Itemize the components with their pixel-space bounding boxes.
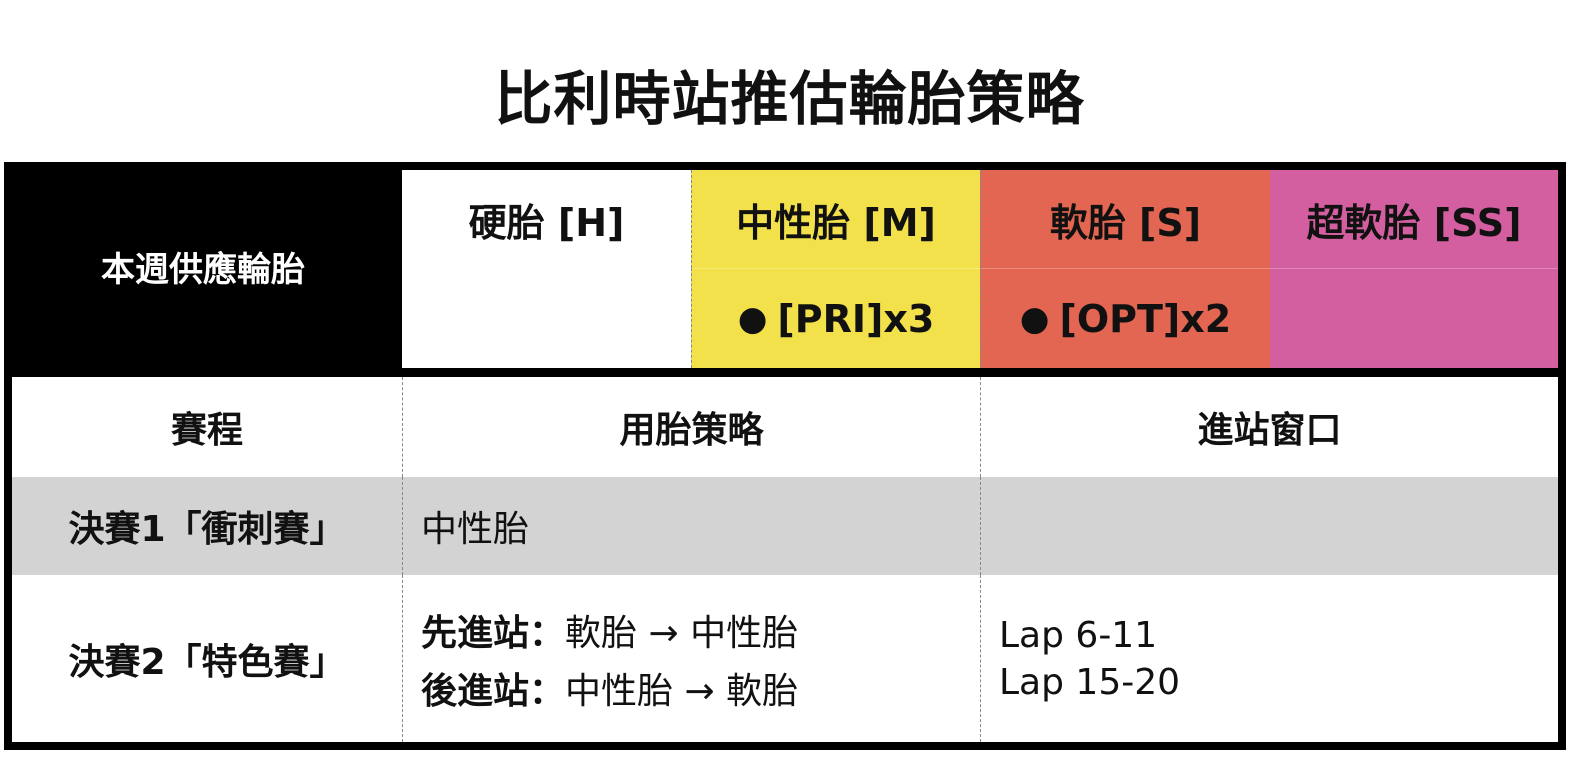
race-name: 決賽1「衝刺賽」 (68, 509, 346, 550)
tire-supersoft: 超軟胎 [SS] (1270, 170, 1558, 268)
tire-soft-allocation: ● [OPT]x2 (980, 268, 1270, 368)
header-race: 賽程 (170, 410, 243, 451)
tire-hard-allocation (402, 268, 691, 368)
strategy-line: 後進站：中性胎 → 軟胎 (421, 662, 798, 714)
strategy-label: 先進站： (421, 612, 566, 654)
strategy-label: 後進站： (421, 670, 566, 712)
strategy-text: 軟胎 → 中性胎 (565, 612, 799, 654)
strategy-line: 先進站：軟胎 → 中性胎 (421, 604, 798, 656)
tire-supersoft-allocation (1270, 268, 1558, 368)
allocation-text: [OPT]x2 (1059, 296, 1232, 341)
race-name: 決賽2「特色賽」 (68, 641, 346, 683)
supply-label: 本週供應輪胎 (101, 249, 305, 290)
window-cell (980, 477, 1558, 575)
table-header-row: 賽程 用胎策略 進站窗口 (12, 377, 1558, 477)
tire-soft: 軟胎 [S] (980, 170, 1270, 268)
page-title: 比利時站推估輪胎策略 (494, 65, 1085, 133)
strategy-text: 中性胎 (421, 509, 530, 550)
tire-hard: 硬胎 [H] (402, 170, 691, 268)
strategy-text: 中性胎 → 軟胎 (565, 670, 799, 712)
window-cell: Lap 6-11 Lap 15-20 (980, 575, 1558, 742)
strategy-cell: 先進站：軟胎 → 中性胎 後進站：中性胎 → 軟胎 (402, 575, 980, 742)
header-window: 進站窗口 (980, 377, 1558, 477)
window-text: Lap 6-11 (999, 614, 1158, 656)
tire-medium: 中性胎 [M] (691, 170, 980, 268)
strategy-cell: 中性胎 (402, 477, 980, 575)
allocation-text: [PRI]x3 (777, 296, 935, 341)
table-row: 決賽1「衝刺賽」 中性胎 (12, 477, 1558, 575)
dot-icon: ● (1019, 298, 1050, 339)
header-strategy: 用胎策略 (402, 377, 980, 477)
table-row: 決賽2「特色賽」 先進站：軟胎 → 中性胎 後進站：中性胎 → 軟胎 Lap 6… (12, 575, 1558, 742)
window-text: Lap 15-20 (999, 661, 1181, 703)
tire-medium-allocation: ● [PRI]x3 (691, 268, 980, 368)
dot-icon: ● (737, 298, 768, 339)
